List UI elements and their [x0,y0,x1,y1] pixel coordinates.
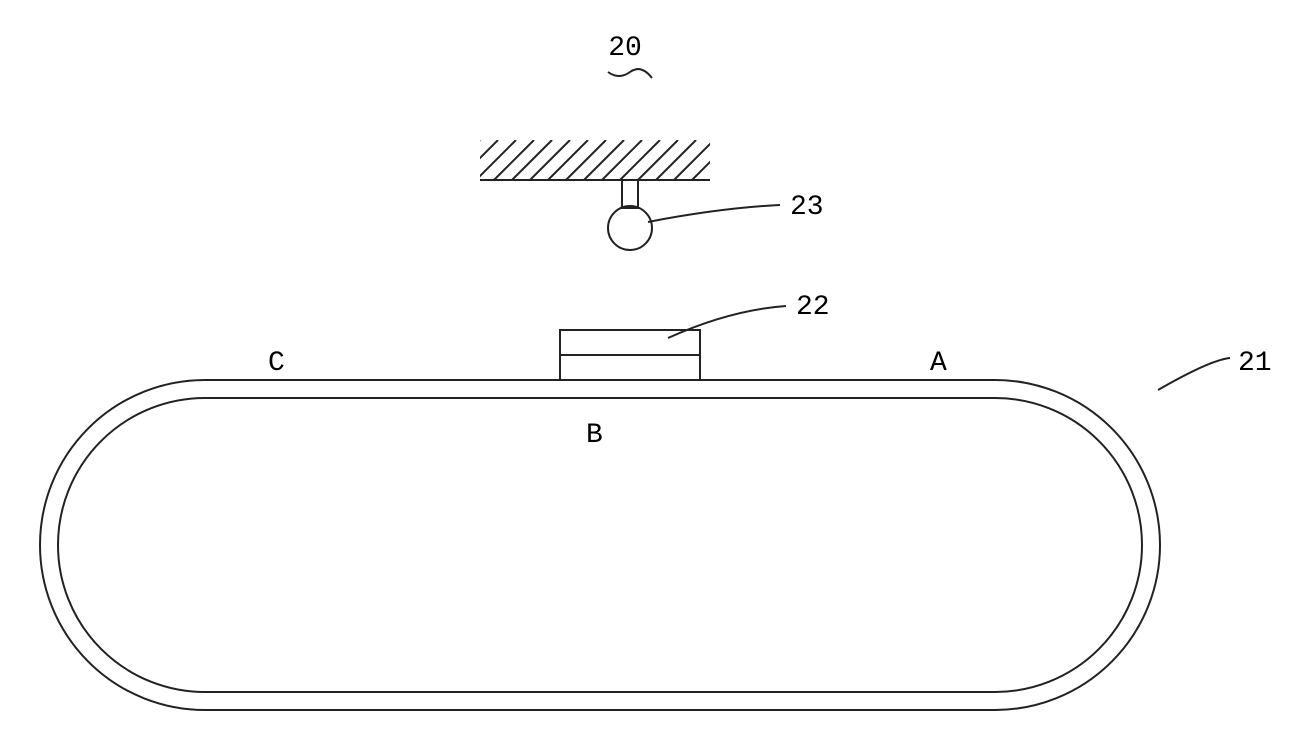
point-label-a: A [930,348,947,379]
point-label-b: B [586,420,603,451]
point-label-c: C [268,348,285,379]
ref-22-text: 22 [796,292,830,323]
ref-21-text: 21 [1238,348,1272,379]
ref-21: 21 [1158,348,1272,390]
technical-diagram: 21 22 23 20 A B C [0,0,1304,744]
ref-20: 20 [608,33,652,78]
ceiling-mount [440,140,786,250]
connector-block [560,330,700,380]
ref-20-text: 20 [608,33,642,64]
ref-23: 23 [648,192,824,223]
ref-23-text: 23 [790,192,824,223]
hatching [440,140,786,180]
